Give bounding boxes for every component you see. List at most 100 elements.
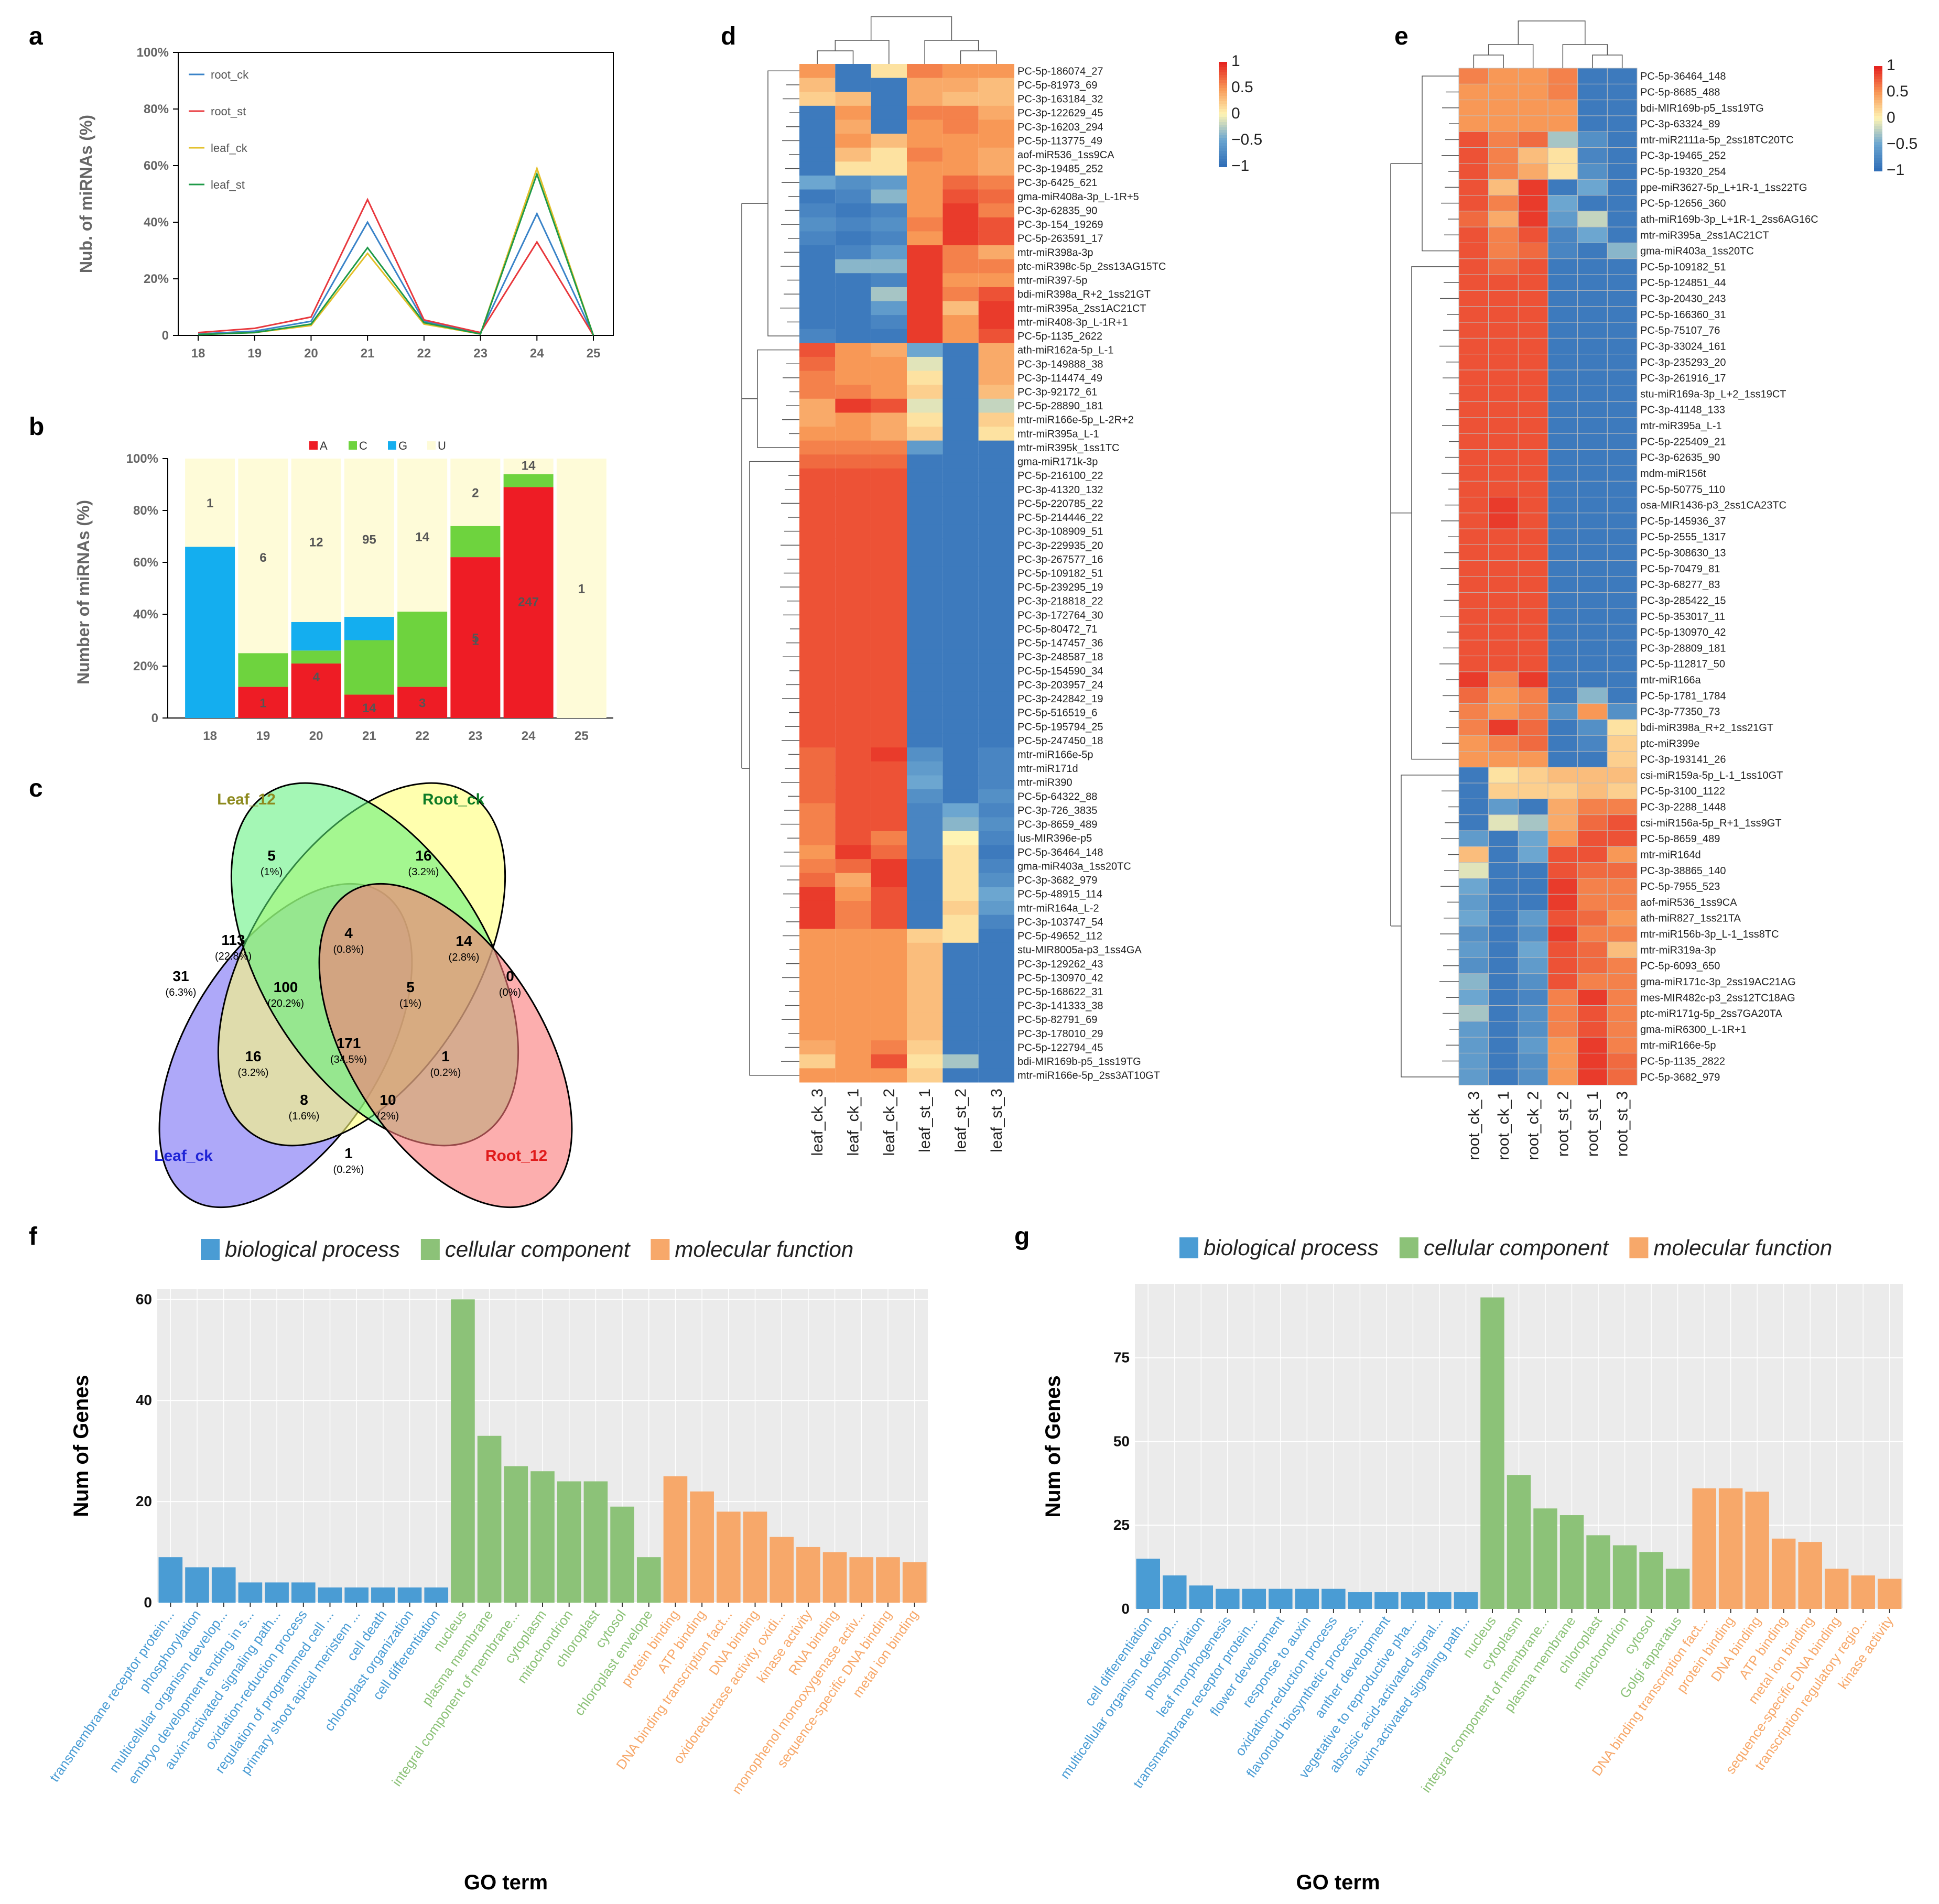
panel-e-heatmap-cell	[1488, 290, 1519, 307]
panel-d-heatmap-cell	[978, 245, 1014, 260]
panel-g-legend-label: cellular component	[1424, 1235, 1610, 1260]
panel-e-heatmap-cell	[1547, 703, 1578, 720]
panel-e-heatmap-row-label: PC-5p-112817_50	[1640, 659, 1725, 670]
panel-e-heatmap-cell	[1607, 385, 1638, 402]
panel-e-heatmap-scale-label: −0.5	[1887, 135, 1918, 153]
panel-e-heatmap-cell	[1458, 290, 1489, 307]
panel-e-heatmap-scale-step	[1874, 155, 1882, 158]
panel-b-xtick-label: 19	[256, 729, 270, 743]
panel-e-heatmap-cell	[1607, 846, 1638, 863]
panel-c-region-percent: (2.8%)	[449, 952, 480, 963]
panel-d-heatmap-cell	[799, 175, 836, 190]
panel-e-heatmap-cell	[1577, 306, 1608, 323]
panel-d-heatmap-cell	[907, 259, 943, 274]
panel-d-heatmap-cell	[943, 915, 979, 929]
panel-d-heatmap-row-label: PC-3p-3682_979	[1017, 875, 1097, 886]
panel-e-heatmap-cell	[1518, 639, 1548, 657]
panel-e-heatmap-scale-step	[1874, 90, 1882, 93]
panel-d-heatmap-cell	[978, 552, 1014, 567]
panel-f-bar	[902, 1562, 927, 1603]
panel-d-heatmap-cell	[799, 817, 836, 832]
panel-e-heatmap-cell	[1547, 83, 1578, 101]
panel-d-heatmap-cell	[871, 747, 907, 762]
panel-g-bar	[1480, 1297, 1504, 1609]
panel-d-heatmap-cell	[943, 1012, 979, 1027]
panel-d-heatmap-cell	[871, 287, 907, 301]
panel-g-bar	[1507, 1475, 1531, 1609]
panel-d-heatmap-row-label: PC-5p-195794_25	[1017, 721, 1103, 733]
panel-d-heatmap-cell	[978, 775, 1014, 790]
panel-e-heatmap-row-dendrogram	[1390, 75, 1459, 1078]
panel-d-heatmap-cell	[799, 147, 836, 162]
panel-d-heatmap-cell	[978, 566, 1014, 581]
panel-e-heatmap-cell	[1577, 322, 1608, 339]
panel-e-heatmap-cell	[1547, 290, 1578, 307]
panel-e-heatmap-cell	[1518, 894, 1548, 911]
panel-d-heatmap-cell	[907, 301, 943, 315]
panel-d-heatmap-scale-step	[1219, 62, 1227, 65]
panel-e-heatmap-cell	[1547, 608, 1578, 625]
panel-c-region-count: 113	[221, 932, 245, 948]
panel-d-heatmap-row-label: PC-5p-247450_18	[1017, 735, 1103, 747]
panel-e-heatmap-cell	[1458, 131, 1489, 148]
panel-f-legend-label: molecular function	[675, 1237, 853, 1261]
panel-d-heatmap-cell	[799, 496, 836, 511]
panel-d-heatmap-row-label: gma-miR408a-3p_L-1R+5	[1017, 191, 1139, 203]
panel-e-heatmap-cell	[1518, 814, 1548, 831]
panel-e-heatmap-cell	[1547, 687, 1578, 704]
panel-b-xtick-label: 21	[362, 729, 376, 743]
panel-e-heatmap-row-label: PC-3p-68277_83	[1640, 579, 1720, 591]
panel-d-heatmap-cell	[943, 510, 979, 525]
panel-e-heatmap-cell	[1518, 878, 1548, 895]
panel-d-heatmap-row-label: PC-3p-172764_30	[1017, 610, 1103, 621]
panel-d-heatmap-cell	[978, 119, 1014, 134]
panel-d-heatmap-cell	[907, 929, 943, 943]
panel-f-ytick-label: 0	[144, 1594, 152, 1611]
panel-d-heatmap-cell	[978, 942, 1014, 957]
panel-d-heatmap-row-label: PC-5p-122794_45	[1017, 1042, 1103, 1053]
panel-e-heatmap-cell	[1488, 544, 1519, 561]
panel-e-heatmap-row-label: PC-5p-109182_51	[1640, 262, 1726, 273]
panel-b-bar-C-20	[291, 650, 341, 664]
panel-e-heatmap-row-label: ptc-miR171g-5p_2ss7GA20TA	[1640, 1008, 1783, 1020]
panel-d-heatmap-cell	[871, 622, 907, 636]
panel-a-ylabel: Nub. of miRNAs (%)	[77, 115, 95, 273]
panel-e-heatmap-row-label: PC-3p-38865_140	[1640, 865, 1726, 877]
panel-d-heatmap-cell	[799, 705, 836, 720]
panel-g-bar	[1454, 1592, 1478, 1609]
panel-d-heatmap-cell	[907, 119, 943, 134]
panel-e-heatmap-cell	[1458, 322, 1489, 339]
panel-d-heatmap-cell	[799, 1040, 836, 1055]
panel-e-heatmap-cell	[1607, 496, 1638, 514]
panel-e-heatmap-cell	[1458, 656, 1489, 672]
panel-e-heatmap-cell	[1547, 926, 1578, 943]
panel-d-heatmap-scale-step	[1219, 140, 1227, 144]
panel-e-heatmap-cell	[1518, 830, 1548, 847]
panel-d-heatmap-cell	[943, 747, 979, 762]
panel-d-heatmap-row-label: mtr-miR390	[1017, 777, 1072, 789]
panel-e-heatmap-row-label: PC-3p-63324_89	[1640, 118, 1720, 130]
panel-d-heatmap-cell	[835, 817, 871, 832]
panel-d-heatmap-cell	[943, 92, 979, 106]
panel-e-heatmap-cell	[1577, 544, 1608, 561]
panel-d-heatmap-cell	[907, 678, 943, 692]
panel-d-heatmap-row-label: PC-3p-108909_51	[1017, 526, 1103, 538]
panel-e-heatmap-cell	[1607, 671, 1638, 689]
panel-e-heatmap-cell	[1458, 179, 1489, 196]
panel-d-heatmap-row-label: lus-MIR396e-p5	[1017, 833, 1092, 844]
panel-d-heatmap-cell	[943, 900, 979, 916]
panel-d-heatmap-cell	[907, 873, 943, 887]
panel-e-heatmap-cell	[1547, 544, 1578, 561]
panel-d-heatmap-row-label: PC-5p-263591_17	[1017, 233, 1103, 245]
panel-e-heatmap-row-label: PC-3p-19465_252	[1640, 150, 1726, 162]
panel-e-heatmap-cell	[1547, 989, 1578, 1006]
panel-d-heatmap-row-label: PC-3p-267577_16	[1017, 554, 1103, 565]
panel-d-heatmap-row-label: PC-5p-168622_31	[1017, 986, 1103, 998]
panel-g-bar	[1242, 1589, 1266, 1609]
panel-e-heatmap-row-label: PC-3p-77350_73	[1640, 706, 1720, 718]
panel-d-heatmap-cell	[907, 580, 943, 594]
panel-e-heatmap-row-label: mtr-miR164d	[1640, 849, 1701, 861]
panel-label-g: g	[1014, 1223, 1030, 1250]
panel-e-heatmap-cell	[1488, 910, 1519, 927]
panel-d-heatmap-cell	[835, 845, 871, 859]
